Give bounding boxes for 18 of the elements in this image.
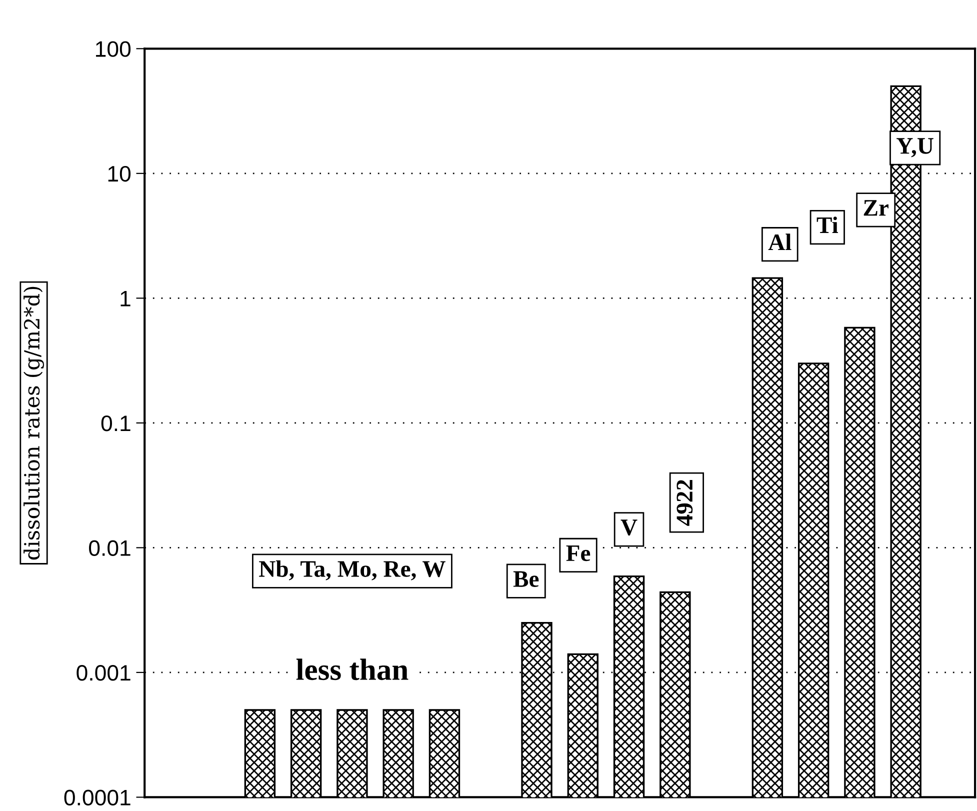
annotation: Y,U: [896, 138, 934, 158]
annotation: Nb, Ta, Mo, Re, W: [259, 560, 446, 580]
y-tick-label: 1: [120, 290, 130, 306]
annotation: V: [620, 520, 638, 536]
annotation: Ti: [816, 216, 838, 233]
y-tick-label: 10: [108, 166, 131, 182]
y-tick-label: 100: [96, 41, 131, 57]
annotation: Al: [768, 234, 792, 250]
y-tick-label: 0.01: [89, 540, 130, 556]
annotation: 4922: [676, 480, 693, 526]
y-tick-label: 0.001: [76, 664, 130, 681]
y-tick-label: 0.1: [101, 415, 130, 432]
annotation: Zr: [864, 200, 888, 216]
annotation: Be: [513, 571, 539, 587]
annotation: Fe: [566, 545, 590, 562]
y-axis-title: dissolution rates (g/m2*d): [24, 286, 44, 560]
y-tick-label: 0.0001: [64, 790, 130, 806]
annotation: less than: [296, 658, 408, 680]
